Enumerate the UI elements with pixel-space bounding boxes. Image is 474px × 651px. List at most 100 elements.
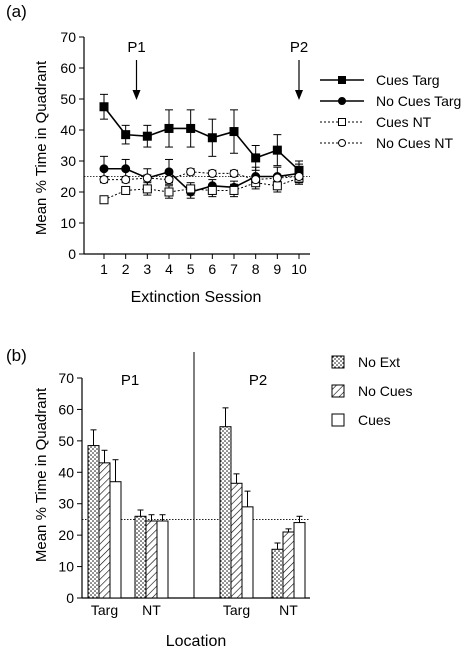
legend-label-no-ext: No Ext <box>358 354 400 370</box>
group-title-p2: P2 <box>249 372 267 389</box>
y-tick-label-a: 30 <box>60 153 76 169</box>
legend-label-cues: Cues <box>358 412 391 428</box>
annotation-arrow-head <box>132 90 141 100</box>
series-a <box>99 93 304 205</box>
data-point <box>99 164 109 174</box>
series-line-no-cues-nt <box>104 171 300 181</box>
y-tick-label-a: 60 <box>60 60 76 76</box>
x-tick-label-a: 6 <box>208 261 216 277</box>
annotations-a: P1 P2 <box>127 39 308 100</box>
y-tick-label-a: 40 <box>60 122 76 138</box>
x-tick-label-a: 8 <box>252 261 260 277</box>
data-point <box>186 184 196 194</box>
annotation-label-p2: P2 <box>290 39 308 56</box>
legend-label-cues-nt: Cues NT <box>376 114 432 130</box>
bar-cues <box>241 506 254 599</box>
data-point <box>99 195 109 205</box>
y-axis-title-b: Mean % Time in Quadrant <box>33 387 50 562</box>
data-point <box>142 184 152 194</box>
data-point <box>121 164 131 174</box>
data-point <box>272 145 282 155</box>
y-tick-label-a: 0 <box>68 246 76 262</box>
data-point <box>229 185 239 195</box>
y-tick-label-b: 70 <box>58 370 74 386</box>
bar-chart-panel-b: (b) Mean % Time in Quadrant Location 0 10… <box>6 346 412 650</box>
legend-label-no-cues: No Cues <box>358 383 412 399</box>
bar-no-cues <box>282 531 295 599</box>
panel-label-b: (b) <box>6 346 27 365</box>
legend-a: Cues Targ No Cues Targ Cues NT No Cues NT <box>320 72 461 151</box>
group-title-p1: P1 <box>121 372 139 389</box>
data-point <box>294 172 304 181</box>
data-point <box>121 130 131 140</box>
data-point <box>207 168 217 178</box>
data-point <box>207 133 217 143</box>
data-point <box>251 175 261 185</box>
category-label-nt: NT <box>279 602 298 618</box>
series-no-cues-targ <box>99 155 304 199</box>
x-tick-label-a: 4 <box>165 261 173 277</box>
y-tick-label-b: 40 <box>58 464 74 480</box>
bars-b <box>87 407 306 599</box>
axes-b: 0 10 20 30 40 50 60 70 <box>58 352 310 606</box>
data-point <box>99 102 109 112</box>
bar-no-ext <box>134 515 147 599</box>
axes-a: 0 10 20 30 40 50 60 70 1 2 3 4 5 6 7 8 9 10 <box>60 29 310 277</box>
data-point <box>142 131 152 141</box>
data-point <box>186 167 196 177</box>
y-tick-label-a: 70 <box>60 29 76 45</box>
y-tick-label-b: 0 <box>66 590 74 606</box>
data-point <box>99 175 109 185</box>
bar-no-cues <box>145 520 158 599</box>
legend-swatch-no-cues <box>331 384 345 398</box>
bar-cues <box>156 520 169 599</box>
data-point <box>207 185 217 195</box>
y-tick-label-b: 10 <box>58 559 74 575</box>
bar-no-ext <box>271 548 284 599</box>
x-tick-label-a: 10 <box>291 261 307 277</box>
y-tick-label-b: 30 <box>58 496 74 512</box>
y-tick-label-a: 10 <box>60 215 76 231</box>
bar-cues <box>109 481 122 599</box>
legend-marker <box>338 76 346 84</box>
annotation-arrow-head <box>295 90 303 100</box>
x-tick-label-a: 9 <box>273 261 281 277</box>
bar-no-ext <box>87 445 100 599</box>
bar-cues <box>293 522 306 599</box>
series-line-cues-targ <box>103 106 300 171</box>
legend-label-no-cues-nt: No Cues NT <box>376 135 453 151</box>
data-point <box>121 185 131 195</box>
line-chart-panel-a: (a) Mean % Time in Quadrant Extinction S… <box>6 2 461 306</box>
legend-marker <box>338 139 346 147</box>
legend-label-no-cues-targ: No Cues Targ <box>376 93 461 109</box>
legend-marker <box>338 118 346 126</box>
x-tick-label-a: 2 <box>122 261 130 277</box>
x-tick-label-a: 3 <box>143 261 151 277</box>
x-axis-title-a: Extinction Session <box>131 289 262 306</box>
y-tick-label-b: 20 <box>58 527 74 543</box>
x-tick-label-a: 5 <box>187 261 195 277</box>
y-axis-title-a: Mean % Time in Quadrant <box>33 60 50 235</box>
panel-label-a: (a) <box>6 2 27 21</box>
data-point <box>229 127 239 137</box>
x-tick-label-a: 1 <box>100 261 108 277</box>
y-tick-label-a: 50 <box>60 91 76 107</box>
bar-no-cues <box>230 482 243 599</box>
legend-label-cues-targ: Cues Targ <box>376 72 440 88</box>
data-point <box>121 175 131 185</box>
data-point <box>164 167 174 177</box>
x-axis-title-b: Location <box>166 633 227 650</box>
legend-swatch-no-ext <box>331 355 345 369</box>
bar-no-ext <box>219 426 232 599</box>
legend-swatch-cues <box>331 413 345 427</box>
category-label-targ: Targ <box>223 602 250 618</box>
series-line-no-cues-targ <box>104 167 300 193</box>
legend-marker <box>338 97 346 105</box>
y-tick-label-b: 50 <box>58 433 74 449</box>
category-label-targ: Targ <box>91 602 118 618</box>
y-tick-label-b: 60 <box>58 401 74 417</box>
data-point <box>251 153 261 163</box>
data-point <box>164 187 174 197</box>
data-point <box>164 123 174 133</box>
